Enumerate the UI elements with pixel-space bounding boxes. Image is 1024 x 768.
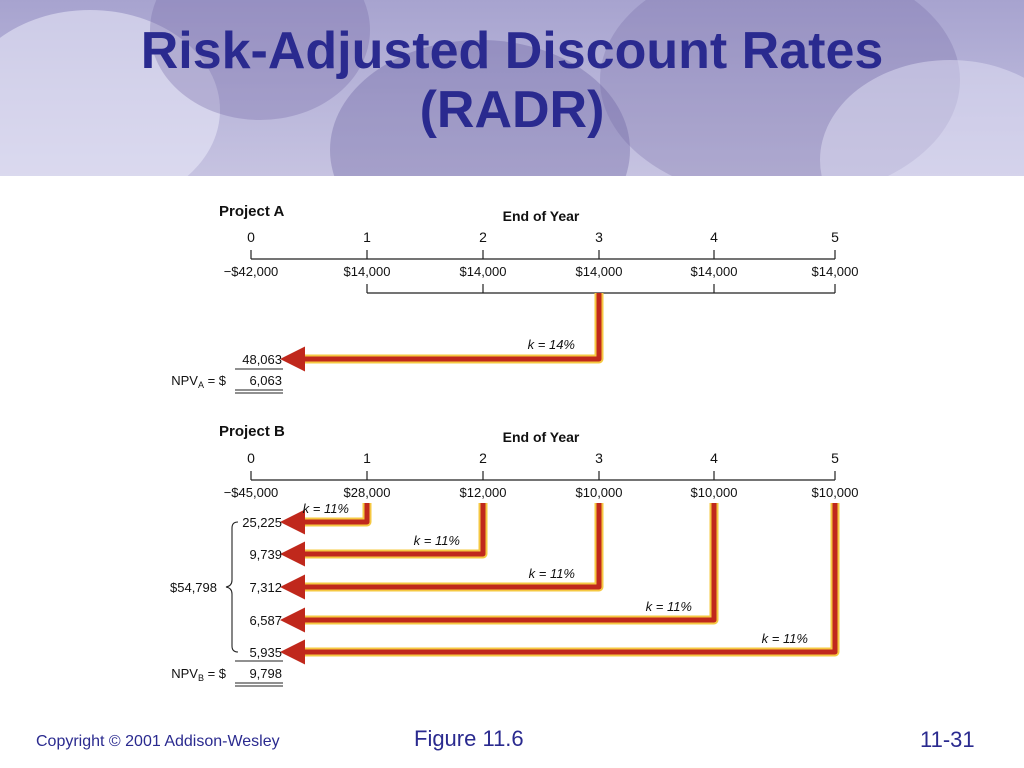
project-a-bracket (366, 284, 836, 294)
project-a-pv-total: 48,063 (242, 352, 282, 367)
discount-arrow (280, 503, 486, 567)
year-label: 5 (831, 229, 839, 245)
present-value: 6,587 (249, 613, 282, 628)
project-b-brace (225, 521, 239, 653)
present-value: 7,312 (249, 580, 282, 595)
slide-title-line-2: (RADR) (419, 81, 605, 139)
footer-page-number: 11-31 (920, 727, 975, 752)
rate-label: k = 11% (529, 566, 575, 581)
cash-flow-value: $14,000 (344, 264, 391, 279)
slide-title: Risk-Adjusted Discount Rates (RADR) (0, 22, 1024, 140)
slide-title-line-1: Risk-Adjusted Discount Rates (140, 22, 884, 80)
project-b-label: Project B (219, 423, 285, 440)
cash-flow-value: $14,000 (691, 264, 738, 279)
project-a-year-labels: 0 1 2 3 4 5 (247, 229, 839, 245)
footer-figure-label: Figure 11.6 (414, 726, 524, 751)
project-a-cash-flows: −$42,000 $14,000 $14,000 $14,000 $14,000 $14,… (224, 264, 859, 279)
cash-flow-value: $14,000 (812, 264, 859, 279)
cash-flow-value: $10,000 (691, 485, 738, 500)
project-a-rate-label: k = 14% (528, 337, 575, 352)
year-label: 1 (363, 229, 371, 245)
rate-label: k = 11% (414, 533, 460, 548)
project-b-npv-label: NPVB = $ (171, 666, 227, 683)
year-label: 2 (479, 450, 487, 466)
cash-flow-value: $12,000 (460, 485, 507, 500)
project-a-label: Project A (219, 203, 284, 220)
cash-flow-value: −$42,000 (224, 264, 279, 279)
project-a-discount-arrow (280, 293, 604, 372)
year-label: 4 (710, 229, 718, 245)
year-label: 2 (479, 229, 487, 245)
cash-flow-value: −$45,000 (224, 485, 279, 500)
project-b-cash-flows: −$45,000 $28,000 $12,000 $10,000 $10,000 $10,… (224, 485, 859, 500)
banner-photo-shape (600, 0, 960, 176)
project-b-rate-labels: k = 11% k = 11% k = 11% k = 11% k = 11% (303, 501, 808, 646)
project-b-present-values: 25,225 9,739 7,312 6,587 5,935 (242, 515, 282, 660)
footer-copyright: Copyright © 2001 Addison-Wesley (36, 733, 280, 750)
project-a-axis-label: End of Year (503, 208, 580, 224)
discount-arrow (280, 503, 838, 665)
project-b-year-labels: 0 1 2 3 4 5 (247, 450, 839, 466)
present-value: 5,935 (249, 645, 282, 660)
year-label: 1 (363, 450, 371, 466)
radr-timeline-figure: Project A End of Year 0 1 2 3 4 5 −$42,000 $14… (170, 203, 859, 687)
rate-label: k = 11% (303, 501, 349, 516)
present-value: 25,225 (242, 515, 282, 530)
year-label: 3 (595, 450, 603, 466)
rate-label: k = 11% (762, 631, 808, 646)
year-label: 3 (595, 229, 603, 245)
present-value: 9,739 (249, 547, 282, 562)
discount-arrow (280, 503, 717, 633)
rate-label: k = 11% (646, 599, 692, 614)
project-b-discount-arrows (280, 503, 840, 665)
cash-flow-value: $28,000 (344, 485, 391, 500)
cash-flow-value: $14,000 (576, 264, 623, 279)
project-b-year-ticks (250, 471, 836, 480)
project-a-year-ticks (250, 250, 836, 259)
year-label: 0 (247, 450, 255, 466)
year-label: 5 (831, 450, 839, 466)
project-a-npv-value: 6,063 (249, 373, 282, 388)
discount-arrow (280, 503, 370, 535)
project-b-pv-total: $54,798 (170, 580, 217, 595)
project-a-npv-label: NPVA = $ (171, 373, 227, 390)
title-banner: Risk-Adjusted Discount Rates (RADR) (0, 0, 1024, 176)
discount-arrow (280, 503, 602, 600)
project-b-axis-label: End of Year (503, 429, 580, 445)
year-label: 4 (710, 450, 718, 466)
project-b-npv-value: 9,798 (249, 666, 282, 681)
cash-flow-value: $14,000 (460, 264, 507, 279)
cash-flow-value: $10,000 (576, 485, 623, 500)
cash-flow-value: $10,000 (812, 485, 859, 500)
year-label: 0 (247, 229, 255, 245)
